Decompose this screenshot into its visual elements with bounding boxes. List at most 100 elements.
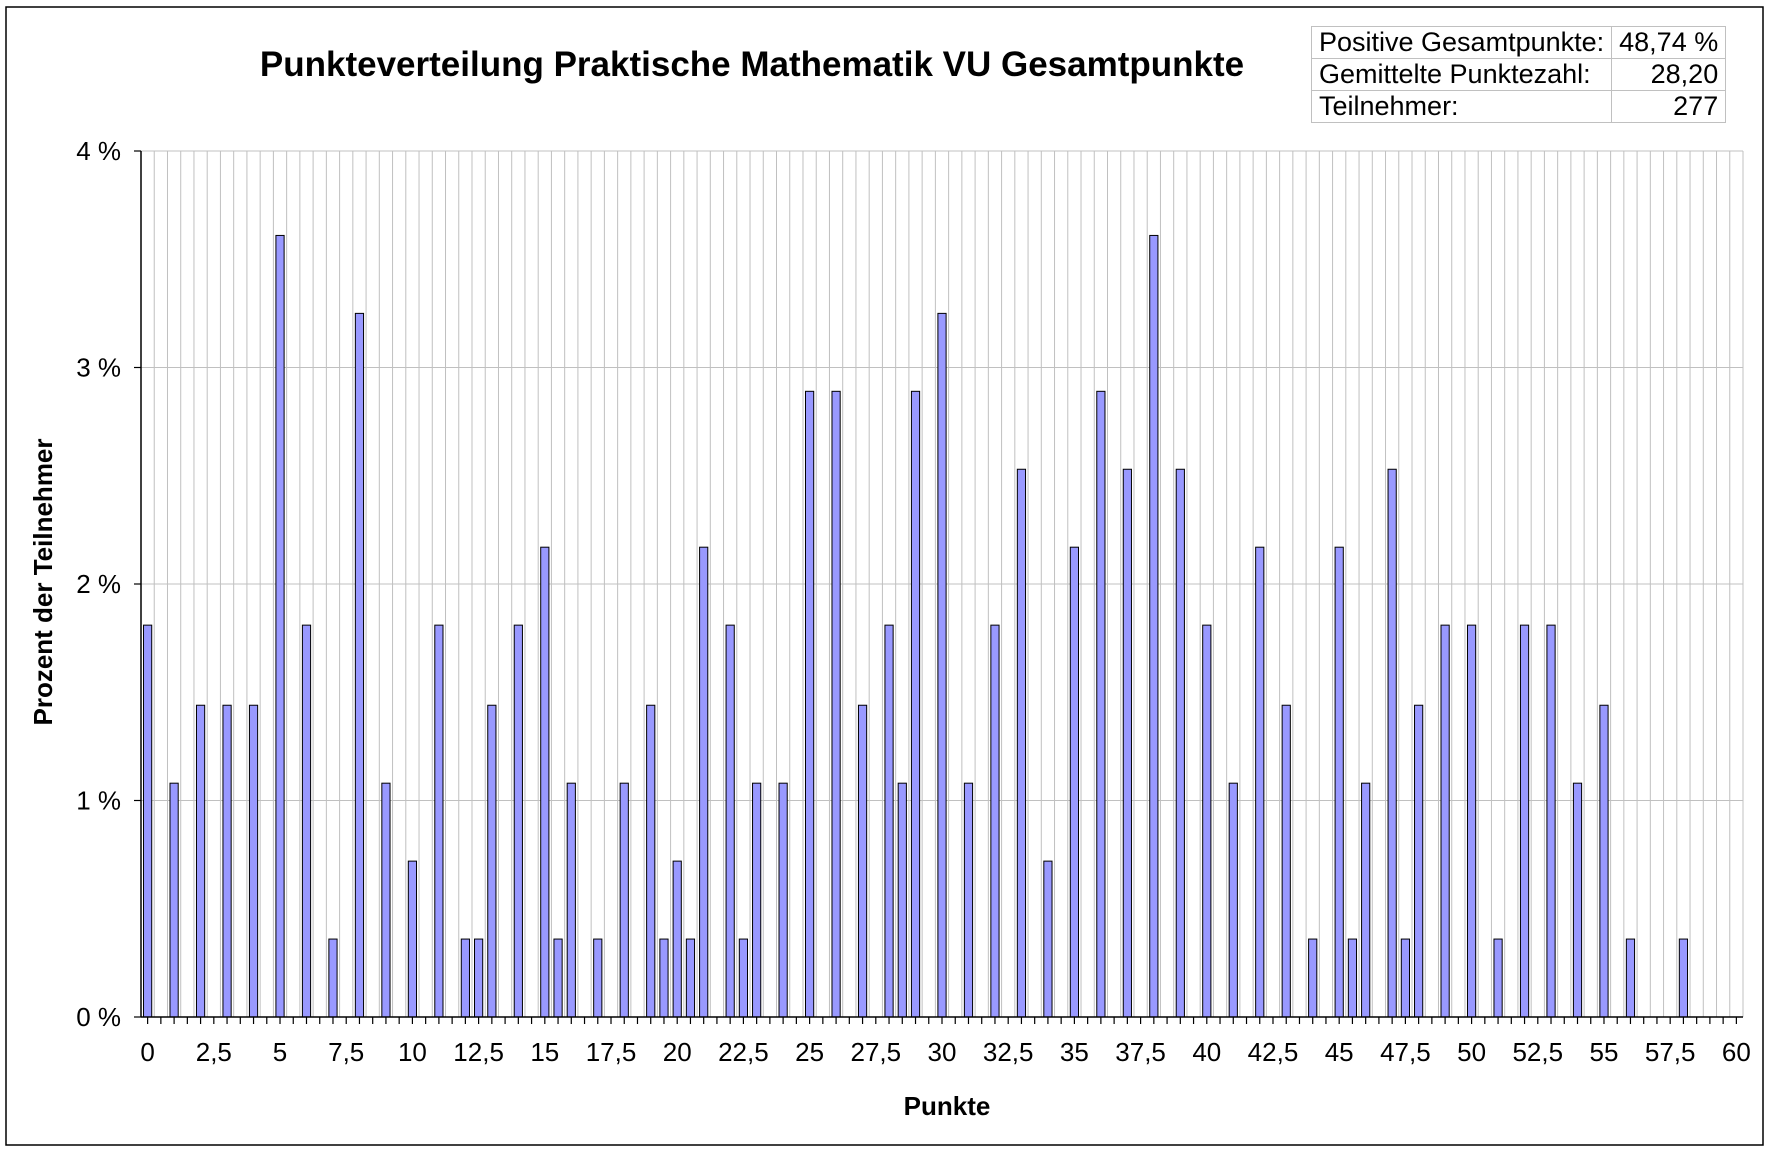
grid-lines <box>141 150 1744 1017</box>
stats-label: Gemittelte Punktezahl: <box>1310 58 1613 91</box>
bar <box>963 782 974 1018</box>
bar <box>354 312 365 1018</box>
bar <box>1016 468 1027 1018</box>
stats-row-participants: Teilnehmer: 277 <box>1310 90 1727 123</box>
bar <box>831 390 841 1018</box>
bar <box>1334 546 1344 1018</box>
bars <box>143 234 1689 1018</box>
bar <box>619 782 629 1018</box>
bar <box>778 782 788 1018</box>
bar <box>195 704 206 1018</box>
stats-row-positive: Positive Gesamtpunkte: 48,74 % <box>1310 26 1727 59</box>
bar <box>685 938 696 1018</box>
x-tick-label: 12,5 <box>453 1037 504 1067</box>
bar <box>659 938 669 1018</box>
bar <box>1625 938 1636 1018</box>
bar <box>566 782 576 1018</box>
stats-label: Positive Gesamtpunkte: <box>1310 26 1613 59</box>
bar <box>460 938 470 1018</box>
x-tick-label: 47,5 <box>1380 1037 1431 1067</box>
stats-label: Teilnehmer: <box>1310 90 1613 123</box>
bar <box>1043 860 1053 1018</box>
x-tick-label: 30 <box>928 1037 957 1067</box>
bar <box>434 624 444 1018</box>
bar <box>1599 704 1609 1018</box>
bar <box>1202 624 1212 1018</box>
bar <box>1122 468 1132 1018</box>
stats-value: 277 <box>1611 90 1727 123</box>
x-tick-label: 60 <box>1722 1037 1751 1067</box>
x-tick-label: 2,5 <box>196 1037 232 1067</box>
bar <box>143 624 153 1018</box>
bar <box>1546 624 1556 1018</box>
x-tick-label: 57,5 <box>1645 1037 1696 1067</box>
stats-value: 28,20 <box>1611 58 1727 91</box>
x-tick-label: 55 <box>1590 1037 1619 1067</box>
axes <box>134 150 1743 1024</box>
bar <box>699 546 709 1018</box>
bar <box>646 704 656 1018</box>
x-tick-label: 50 <box>1457 1037 1486 1067</box>
x-tick-label: 5 <box>273 1037 287 1067</box>
bar <box>1440 624 1450 1018</box>
x-tick-label: 27,5 <box>850 1037 901 1067</box>
bar <box>910 390 921 1018</box>
bar <box>1414 704 1424 1018</box>
bar <box>990 624 1000 1018</box>
x-tick-label: 35 <box>1060 1037 1089 1067</box>
x-tick-label: 20 <box>663 1037 692 1067</box>
bar <box>540 546 550 1018</box>
bar <box>1069 546 1080 1018</box>
bar <box>301 624 312 1018</box>
bar <box>672 860 682 1018</box>
x-tick-label: 37,5 <box>1115 1037 1166 1067</box>
x-tick-label: 52,5 <box>1512 1037 1563 1067</box>
bar <box>897 782 907 1018</box>
bar <box>1281 704 1291 1018</box>
y-axis-title: Prozent der Teilnehmer <box>28 438 58 725</box>
x-tick-label: 25 <box>795 1037 824 1067</box>
stats-value: 48,74 % <box>1611 26 1727 59</box>
bar <box>1308 938 1318 1018</box>
bar <box>1255 546 1265 1018</box>
x-tick-label: 17,5 <box>586 1037 637 1067</box>
x-tick-label: 22,5 <box>718 1037 769 1067</box>
bar <box>553 938 563 1018</box>
bar <box>884 624 894 1018</box>
bar <box>474 938 484 1018</box>
x-tick-label: 45 <box>1325 1037 1354 1067</box>
bar <box>407 860 418 1018</box>
bar <box>513 624 523 1018</box>
bar <box>1387 468 1397 1018</box>
bar <box>1493 938 1503 1018</box>
bar <box>738 938 749 1018</box>
bar <box>1678 938 1689 1018</box>
y-tick-labels: 0 % 1 % 2 % 3 % 4 % <box>76 136 121 1032</box>
bar <box>328 938 338 1018</box>
bar <box>381 782 391 1018</box>
x-tick-label: 0 <box>140 1037 154 1067</box>
bar <box>1149 234 1159 1018</box>
bar <box>1096 390 1106 1018</box>
bar <box>169 782 179 1018</box>
bar <box>487 704 497 1018</box>
bar <box>1175 468 1185 1018</box>
bar <box>1519 624 1530 1018</box>
bar <box>1228 782 1238 1018</box>
bar <box>857 704 868 1018</box>
chart-title: Punkteverteilung Praktische Mathematik V… <box>260 45 1244 84</box>
y-tick-label: 0 % <box>76 1002 121 1032</box>
bar <box>1466 624 1477 1018</box>
x-tick-label: 10 <box>398 1037 427 1067</box>
bar <box>752 782 762 1018</box>
x-tick-labels: 0 2,5 5 7,5 10 12,5 15 17,5 20 22,5 25 27,5 30 32,5 35… <box>140 1037 1750 1067</box>
y-tick-label: 1 % <box>76 786 121 816</box>
bar <box>1400 938 1410 1018</box>
x-tick-label: 42,5 <box>1248 1037 1299 1067</box>
bar <box>1347 938 1358 1018</box>
x-tick-label: 15 <box>530 1037 559 1067</box>
bar <box>725 624 735 1018</box>
bar <box>937 312 947 1018</box>
bar <box>248 704 259 1018</box>
